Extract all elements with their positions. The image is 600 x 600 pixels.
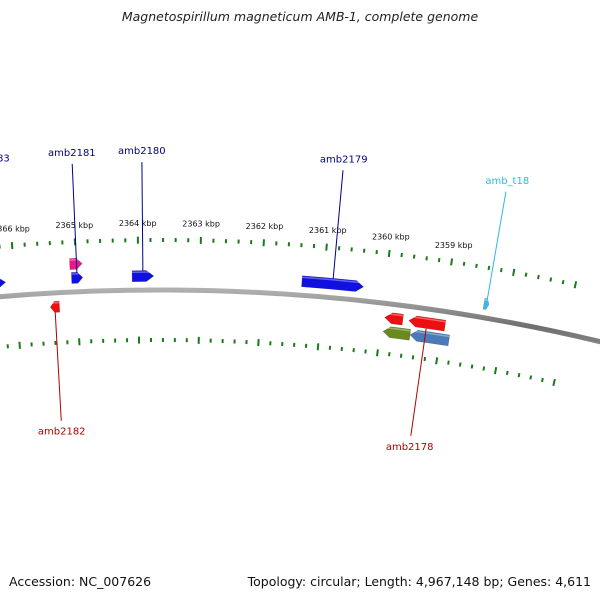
scale-tick-label: 2362 kbp [246, 222, 284, 231]
major-tick [512, 268, 516, 276]
major-tick [316, 343, 320, 351]
minor-tick [412, 254, 416, 259]
minor-tick [447, 360, 450, 365]
feature-highlight [0, 277, 6, 280]
minor-tick [517, 373, 521, 378]
accession-text: Accession: NC_007626 [9, 574, 152, 589]
feature-arrow-amb2178[interactable] [408, 315, 447, 332]
feature-highlight [50, 301, 60, 304]
minor-tick [487, 265, 491, 271]
gene-label[interactable]: amb2180 [118, 146, 166, 157]
scale-tick-label: 2363 kbp [182, 219, 220, 228]
major-tick [325, 243, 328, 251]
feature-labels: amb_t18 amb2178 amb2179 amb2180 amb2181 amb21… [0, 146, 529, 453]
minor-tick [470, 364, 474, 369]
minor-tick [529, 375, 533, 380]
label-leader-line [141, 162, 144, 271]
major-tick [376, 349, 379, 357]
scale-tick-label: 2364 kbp [119, 219, 157, 228]
feature-arrow-amb-t18[interactable] [482, 297, 490, 310]
label-leader-line [486, 191, 507, 299]
minor-tick [423, 356, 427, 362]
major-tick [552, 378, 556, 387]
feature-arrow-amb2178-region[interactable] [409, 329, 451, 347]
genome-backbone [0, 287, 600, 345]
minor-tick [524, 272, 528, 277]
minor-tick [411, 355, 415, 360]
gene-label[interactable]: amb2181 [48, 148, 96, 159]
minor-tick [458, 362, 462, 367]
feature-track [0, 258, 490, 347]
feature-arrow-amb2179[interactable] [301, 275, 364, 292]
map-title: Magnetospirillum magneticum AMB-1, compl… [121, 9, 479, 24]
feature-highlight [410, 330, 450, 338]
label-leader-line [54, 312, 62, 421]
summary-text: Topology: circular; Length: 4,967,148 bp… [247, 574, 591, 589]
scale-tick-label: 2360 kbp [372, 233, 410, 242]
label-leader-line [71, 163, 78, 273]
major-tick [435, 357, 439, 365]
gene-label[interactable]: amb2183 [0, 153, 10, 164]
feature-highlight [385, 312, 404, 317]
inner-scale-ring [6, 336, 556, 387]
minor-tick [537, 274, 540, 280]
minor-tick [462, 261, 466, 266]
label-leader-line [410, 328, 427, 436]
feature-arrow-amb2181[interactable] [71, 271, 84, 284]
scale-tick-label: 2361 kbp [309, 226, 347, 235]
gene-label[interactable]: amb2178 [386, 442, 434, 453]
feature-arrow-amb2178-upstream-part-[interactable] [384, 312, 404, 326]
minor-tick [475, 263, 478, 268]
minor-tick [425, 256, 428, 261]
feature-arrow-amb2181-misc[interactable] [69, 258, 83, 270]
major-tick [450, 258, 454, 266]
label-leader-line [332, 170, 344, 279]
major-tick [387, 249, 391, 258]
minor-tick [482, 366, 486, 371]
major-tick [10, 242, 14, 250]
gene-label[interactable]: amb_t18 [485, 176, 529, 187]
minor-tick [541, 377, 544, 383]
feature-highlight [302, 276, 364, 284]
minor-tick [499, 267, 503, 273]
major-tick [18, 341, 21, 349]
gene-label[interactable]: amb2179 [320, 154, 368, 165]
feature-arrow-amb2183[interactable] [0, 277, 7, 289]
feature-arrow-amb2180[interactable] [131, 270, 155, 283]
minor-tick [399, 353, 403, 358]
feature-arrow-amb2178-region-olive[interactable] [382, 326, 412, 341]
feature-highlight [409, 315, 446, 323]
feature-highlight [484, 298, 490, 302]
scale-tick-label: 2366 kbp [0, 225, 30, 234]
minor-tick [549, 277, 553, 282]
outer-scale-ring: 2359 kbp 2360 kbp 2361 kbp 2362 kbp 2363 kbp… [0, 219, 578, 289]
major-tick [573, 281, 578, 289]
minor-tick [437, 257, 441, 263]
feature-highlight [383, 326, 411, 332]
minor-tick [561, 279, 565, 285]
scale-tick-label: 2365 kbp [55, 221, 93, 230]
minor-tick [505, 370, 509, 376]
gene-label[interactable]: amb2182 [38, 427, 86, 438]
major-tick [493, 367, 498, 375]
scale-tick-label: 2359 kbp [435, 241, 473, 250]
feature-arrow-amb2182[interactable] [49, 300, 61, 313]
feature-highlight [69, 258, 82, 261]
